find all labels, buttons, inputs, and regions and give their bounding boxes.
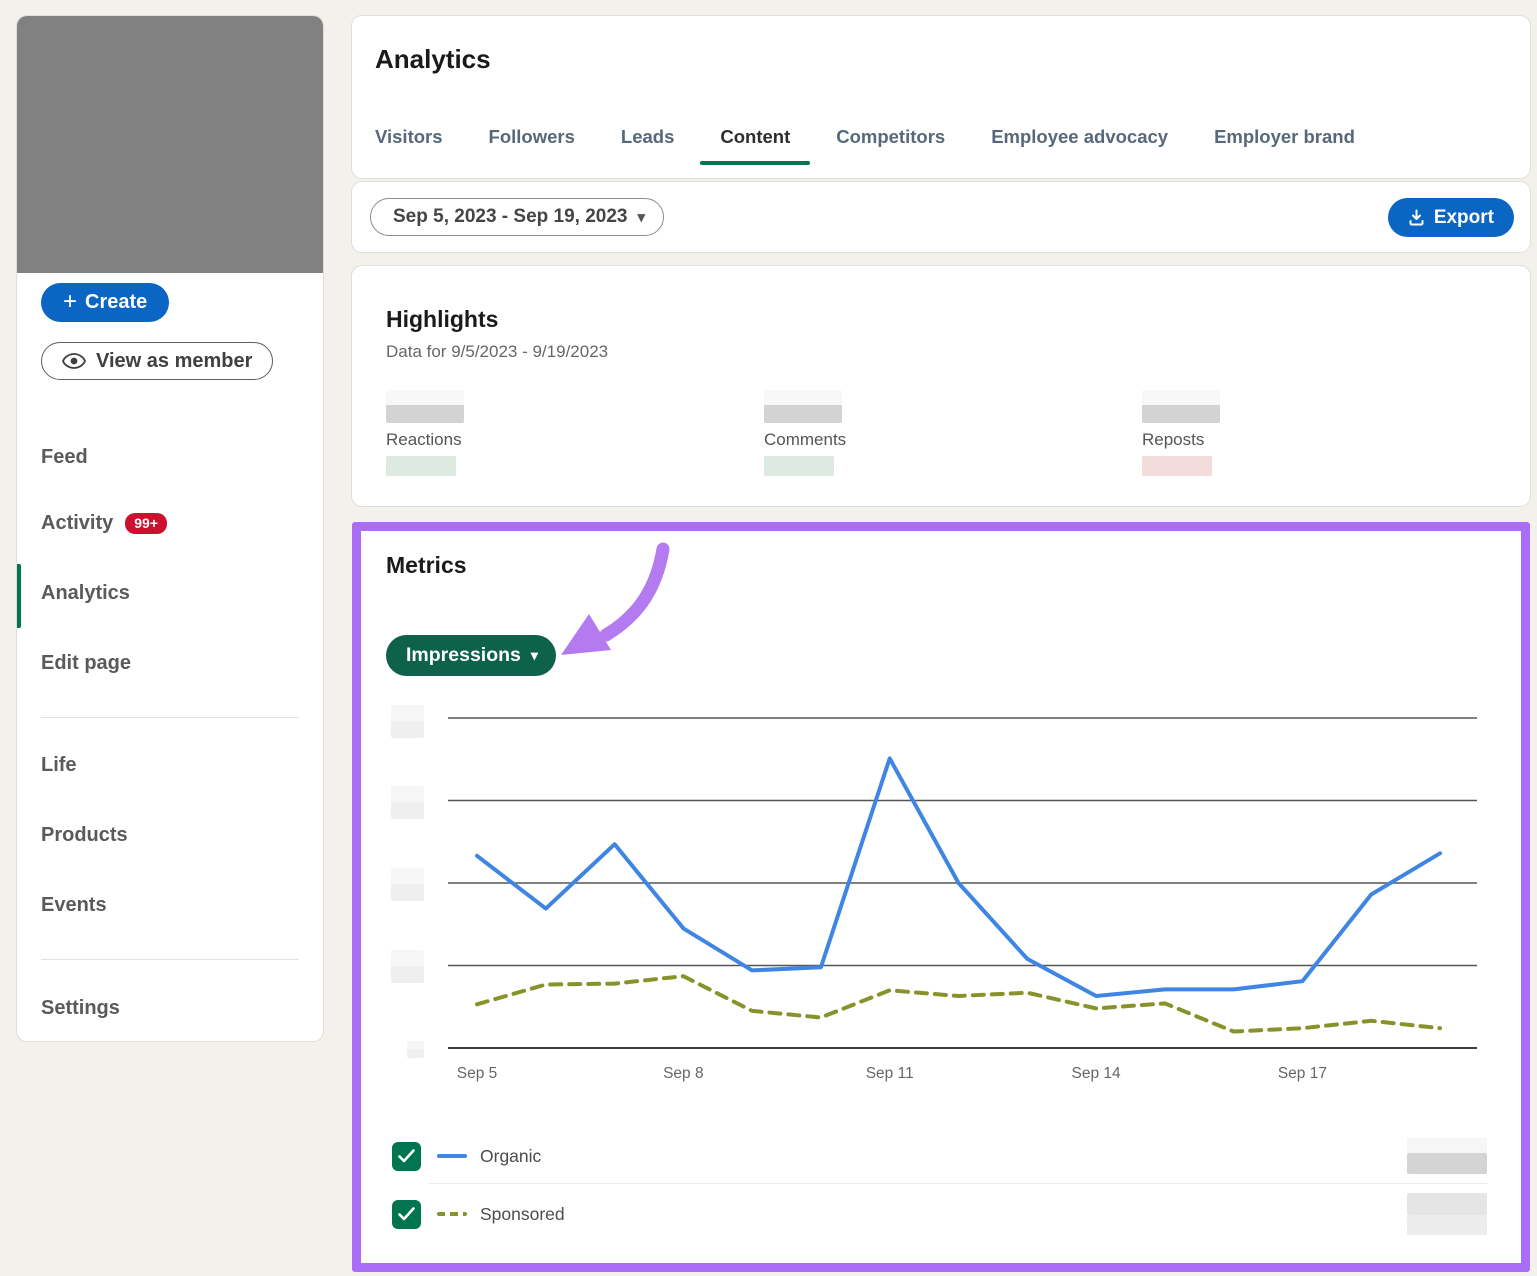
stat-comments: Comments	[764, 390, 984, 476]
tab-content[interactable]: Content	[700, 126, 811, 172]
redacted-trend	[386, 456, 456, 476]
tab-competitors[interactable]: Competitors	[836, 126, 946, 147]
redacted-y-tick	[391, 950, 424, 983]
page-admin-sidebar: + Create View as member Feed Activity 99…	[17, 16, 323, 1041]
sidebar-item-analytics[interactable]: Analytics	[41, 582, 130, 605]
stat-reactions: Reactions	[386, 390, 606, 476]
svg-text:Sep 17: Sep 17	[1278, 1065, 1327, 1082]
download-icon	[1408, 209, 1425, 226]
redacted-y-tick	[391, 868, 424, 901]
tab-visitors[interactable]: Visitors	[375, 126, 443, 147]
legend-row-sponsored: Sponsored	[392, 1193, 1487, 1235]
sidebar-divider	[41, 717, 299, 718]
analytics-header-card: Analytics Visitors Followers Leads Conte…	[352, 16, 1530, 178]
redacted-legend-value	[1407, 1193, 1487, 1235]
svg-text:Sep 14: Sep 14	[1072, 1065, 1122, 1082]
sidebar-item-events[interactable]: Events	[41, 894, 107, 917]
sidebar-divider	[41, 959, 299, 960]
view-as-member-label: View as member	[96, 349, 253, 372]
sidebar-item-activity[interactable]: Activity 99+	[41, 512, 167, 535]
sidebar-item-products[interactable]: Products	[41, 824, 128, 847]
date-range-label: Sep 5, 2023 - Sep 19, 2023	[393, 206, 628, 227]
view-as-member-button[interactable]: View as member	[41, 342, 274, 380]
legend-row-organic: Organic	[392, 1138, 1487, 1174]
sponsored-line-swatch	[437, 1212, 467, 1216]
stat-reposts: Reposts	[1142, 390, 1362, 476]
sidebar-item-feed[interactable]: Feed	[41, 446, 88, 469]
metrics-title: Metrics	[386, 552, 467, 578]
redacted-value	[1142, 390, 1220, 423]
legend-label: Sponsored	[480, 1203, 565, 1224]
svg-text:Sep 8: Sep 8	[663, 1065, 704, 1082]
redacted-legend-value	[1407, 1138, 1487, 1174]
nav-label: Settings	[41, 997, 120, 1019]
tab-followers[interactable]: Followers	[488, 126, 575, 147]
create-button-label: Create	[85, 291, 148, 313]
company-logo-placeholder	[17, 16, 323, 273]
organic-checkbox[interactable]	[392, 1141, 421, 1171]
date-toolbar-card: Sep 5, 2023 - Sep 19, 2023 ▾ Export	[352, 182, 1530, 252]
stat-label: Reposts	[1142, 430, 1205, 449]
eye-icon	[62, 353, 86, 369]
series-sponsored	[475, 974, 1442, 1034]
highlights-subtitle: Data for 9/5/2023 - 9/19/2023	[386, 342, 609, 361]
nav-label: Edit page	[41, 652, 132, 674]
redacted-y-tick	[407, 1041, 424, 1058]
nav-label: Products	[41, 824, 128, 846]
legend-divider	[428, 1183, 1487, 1184]
highlights-card: Highlights Data for 9/5/2023 - 9/19/2023…	[352, 266, 1530, 506]
sidebar-item-settings[interactable]: Settings	[41, 997, 120, 1020]
nav-label: Activity	[41, 512, 114, 534]
date-range-selector[interactable]: Sep 5, 2023 - Sep 19, 2023 ▾	[370, 198, 665, 236]
sponsored-checkbox[interactable]	[392, 1199, 421, 1229]
chevron-down-icon: ▾	[637, 209, 646, 226]
metrics-line-chart: Sep 5 Sep 8 Sep 11 Sep 14 Sep 17	[448, 717, 1477, 1082]
export-button[interactable]: Export	[1387, 198, 1514, 237]
active-nav-indicator	[17, 564, 21, 628]
metric-selector-label: Impressions	[406, 644, 521, 666]
activity-count-badge: 99+	[125, 513, 167, 534]
sidebar-item-life[interactable]: Life	[41, 754, 77, 777]
stat-label: Comments	[764, 430, 847, 449]
sidebar-item-edit-page[interactable]: Edit page	[41, 652, 131, 675]
highlights-title: Highlights	[386, 306, 499, 332]
chevron-down-icon: ▾	[530, 647, 538, 663]
nav-label: Events	[41, 894, 107, 916]
series-organic	[475, 756, 1442, 998]
redacted-y-tick	[391, 786, 424, 819]
legend-label: Organic	[480, 1145, 542, 1166]
create-button[interactable]: + Create	[41, 283, 170, 322]
stat-label: Reactions	[386, 430, 462, 449]
redacted-trend	[764, 456, 834, 476]
export-button-label: Export	[1433, 206, 1494, 228]
tab-employee-advocacy[interactable]: Employee advocacy	[991, 126, 1169, 147]
nav-label: Feed	[41, 446, 88, 468]
plus-icon: +	[63, 287, 78, 315]
redacted-trend	[1142, 456, 1212, 476]
nav-label: Analytics	[41, 582, 130, 604]
redacted-value	[386, 390, 464, 423]
redacted-y-tick	[391, 705, 424, 738]
analytics-tabs: Visitors Followers Leads Content Competi…	[375, 126, 1355, 172]
page-title: Analytics	[375, 44, 491, 74]
organic-line-swatch	[437, 1154, 467, 1158]
tab-leads[interactable]: Leads	[620, 126, 675, 147]
redacted-value	[764, 390, 842, 423]
tab-employer-brand[interactable]: Employer brand	[1214, 126, 1355, 147]
nav-label: Life	[41, 754, 77, 776]
svg-text:Sep 5: Sep 5	[457, 1065, 498, 1082]
svg-text:Sep 11: Sep 11	[866, 1065, 914, 1082]
metric-selector-dropdown[interactable]: Impressions ▾	[386, 635, 556, 676]
